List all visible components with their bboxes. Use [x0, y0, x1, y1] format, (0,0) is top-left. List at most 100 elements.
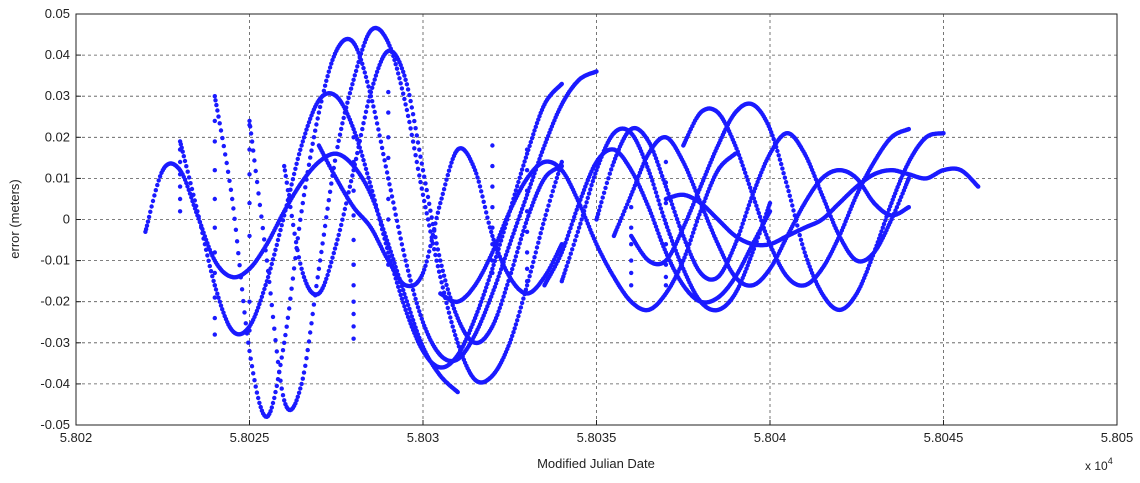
data-point — [481, 199, 486, 204]
data-point — [581, 187, 587, 193]
data-point — [370, 85, 375, 91]
data-point — [352, 130, 357, 135]
data-point — [676, 220, 681, 225]
data-point — [268, 291, 273, 296]
data-point — [522, 199, 527, 205]
data-point — [325, 272, 330, 278]
data-point — [405, 87, 411, 92]
data-point — [656, 198, 661, 203]
data-point — [360, 153, 365, 158]
data-point — [270, 257, 276, 262]
data-point — [351, 213, 356, 218]
data-point — [397, 76, 402, 81]
data-point — [422, 174, 427, 179]
data-point — [521, 203, 526, 208]
data-point — [666, 191, 671, 196]
y-tick-label: 0.01 — [45, 170, 70, 185]
data-point — [519, 232, 525, 238]
data-point — [247, 266, 252, 271]
data-point — [420, 192, 426, 197]
data-point — [265, 268, 271, 274]
y-tick-label: 0 — [63, 212, 70, 227]
data-point — [565, 233, 571, 238]
data-point — [398, 292, 403, 298]
data-point — [357, 55, 362, 60]
data-point — [663, 180, 669, 185]
x-tick-label: 5.8035 — [577, 430, 617, 445]
data-point — [283, 208, 288, 213]
data-point — [531, 174, 536, 180]
data-point — [596, 161, 602, 166]
data-point — [455, 340, 460, 345]
data-point — [360, 126, 365, 132]
data-point — [277, 232, 282, 238]
data-point — [490, 184, 495, 189]
data-point — [212, 295, 217, 300]
data-point — [635, 177, 640, 182]
data-point — [586, 191, 592, 196]
data-point — [401, 247, 406, 253]
data-point — [301, 274, 307, 280]
data-point — [157, 174, 163, 179]
data-point — [688, 238, 693, 243]
data-point — [404, 299, 410, 304]
data-point — [316, 110, 322, 115]
data-point — [511, 231, 516, 236]
data-point — [622, 209, 627, 214]
data-point — [405, 268, 411, 273]
data-point — [320, 241, 325, 246]
data-point — [414, 301, 419, 306]
data-point — [300, 200, 305, 206]
data-point — [153, 188, 158, 193]
data-point — [332, 158, 338, 163]
data-point — [304, 177, 309, 182]
data-point — [293, 256, 298, 261]
data-point — [372, 198, 377, 203]
data-point — [498, 267, 504, 272]
data-point — [578, 221, 583, 226]
data-point — [574, 207, 579, 212]
data-point — [438, 200, 443, 206]
data-point — [536, 117, 541, 122]
data-point — [477, 303, 483, 308]
data-point — [528, 269, 533, 274]
data-point — [647, 171, 652, 176]
data-point — [340, 121, 345, 126]
data-point — [527, 274, 532, 279]
data-point — [749, 189, 754, 194]
data-point — [212, 196, 217, 202]
data-point — [606, 176, 611, 181]
data-point — [244, 331, 250, 336]
data-point — [495, 277, 500, 283]
data-point — [331, 250, 336, 256]
data-point — [695, 215, 701, 221]
data-point — [740, 163, 745, 168]
data-point — [522, 159, 527, 164]
data-point — [529, 264, 535, 269]
data-point — [899, 194, 904, 200]
data-point — [372, 77, 377, 82]
data-point — [498, 302, 504, 307]
data-point — [412, 146, 417, 151]
data-point — [893, 208, 898, 213]
data-point — [502, 290, 507, 295]
data-point — [476, 179, 481, 184]
data-point — [365, 79, 370, 84]
data-point — [482, 204, 488, 210]
data-point — [445, 172, 450, 178]
data-point — [394, 66, 400, 71]
data-point — [434, 258, 439, 263]
data-point — [512, 326, 517, 331]
data-point — [797, 232, 802, 238]
data-point — [650, 214, 655, 219]
data-point — [212, 283, 217, 288]
data-point — [402, 304, 407, 309]
data-point — [663, 184, 669, 189]
data-point — [752, 186, 758, 191]
data-point — [220, 135, 225, 141]
data-point — [568, 251, 573, 256]
data-point — [484, 210, 489, 215]
data-point — [569, 222, 574, 227]
data-point — [604, 180, 610, 186]
data-point — [490, 205, 495, 210]
